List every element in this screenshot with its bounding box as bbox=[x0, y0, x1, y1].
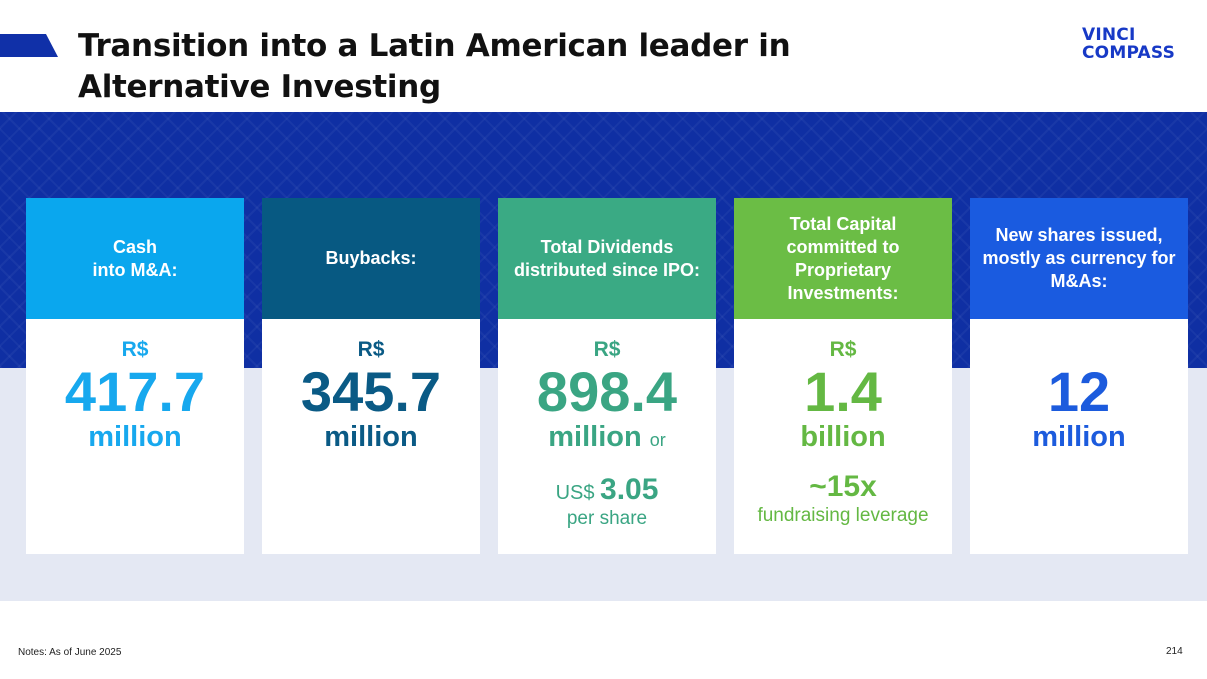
card-body: R$ 1.4 billion ~15x fundraising leverage bbox=[734, 319, 952, 527]
card-unit-line: million or bbox=[498, 420, 716, 457]
card-currency: R$ bbox=[593, 338, 621, 361]
logo-line-2: COMPASS bbox=[1082, 43, 1176, 63]
card-body: R$ 417.7 million bbox=[26, 319, 244, 454]
card-currency: R$ bbox=[121, 338, 149, 361]
page-title: Transition into a Latin American leader … bbox=[78, 28, 791, 105]
card-header: Buybacks: bbox=[262, 198, 480, 319]
card-extra-caption: per share bbox=[566, 508, 648, 529]
card-extra: ~15x fundraising leverage bbox=[734, 472, 952, 527]
card-extra-value: ~15x bbox=[809, 470, 877, 503]
card-body: R$ 345.7 million bbox=[262, 319, 480, 454]
card-proprietary-investments: Total Capital committed to Proprietary I… bbox=[734, 198, 952, 554]
card-body: 12 million bbox=[970, 319, 1188, 454]
card-cash-into-ma: Cash into M&A: R$ 417.7 million bbox=[26, 198, 244, 554]
card-buybacks: Buybacks: R$ 345.7 million bbox=[262, 198, 480, 554]
card-new-shares: New shares issued, mostly as currency fo… bbox=[970, 198, 1188, 554]
card-unit: million bbox=[88, 421, 182, 453]
card-unit: million bbox=[324, 421, 418, 453]
card-extra-prefix: US$ bbox=[555, 482, 595, 504]
footer-notes: Notes: As of June 2025 bbox=[18, 647, 122, 658]
logo-line-1: VINCI bbox=[1082, 25, 1136, 45]
card-extra: US$ 3.05 per share bbox=[498, 475, 716, 530]
card-extra-caption: fundraising leverage bbox=[757, 505, 929, 526]
card-header: Cash into M&A: bbox=[26, 198, 244, 319]
card-unit: million bbox=[1032, 421, 1126, 453]
page-number: 214 bbox=[1166, 646, 1183, 657]
title-accent-bar bbox=[0, 34, 58, 57]
card-currency bbox=[970, 339, 1188, 361]
card-body: R$ 898.4 million or US$ 3.05 per share bbox=[498, 319, 716, 530]
card-header: New shares issued, mostly as currency fo… bbox=[970, 198, 1188, 319]
card-currency: R$ bbox=[357, 338, 385, 361]
card-value: 1.4 bbox=[804, 360, 882, 423]
card-value: 345.7 bbox=[300, 360, 442, 423]
card-unit: million bbox=[548, 421, 642, 453]
card-unit-suffix: or bbox=[649, 430, 666, 450]
card-unit: billion bbox=[800, 421, 886, 453]
card-value: 417.7 bbox=[64, 360, 206, 423]
card-extra-value: 3.05 bbox=[600, 473, 659, 506]
card-value: 898.4 bbox=[536, 360, 678, 423]
card-header: Total Dividends distributed since IPO: bbox=[498, 198, 716, 319]
card-total-dividends: Total Dividends distributed since IPO: R… bbox=[498, 198, 716, 554]
card-header: Total Capital committed to Proprietary I… bbox=[734, 198, 952, 319]
card-value: 12 bbox=[1047, 360, 1111, 423]
card-currency: R$ bbox=[829, 338, 857, 361]
vinci-compass-logo: VINCI COMPASS bbox=[1082, 26, 1192, 62]
